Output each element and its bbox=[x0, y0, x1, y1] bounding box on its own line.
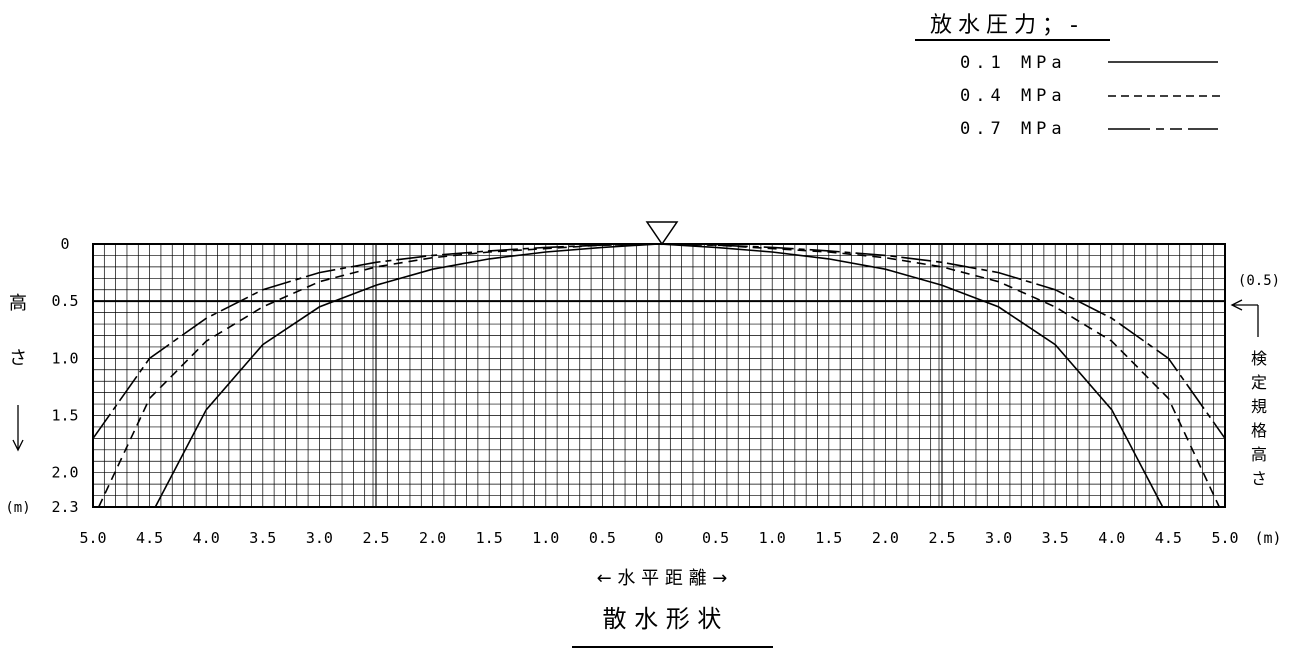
legend-item-0-1: 0.1 MPa bbox=[960, 53, 1218, 73]
series-line-solid bbox=[154, 243, 1164, 508]
x-tick-label: 3.0 bbox=[985, 529, 1012, 547]
x-tick-label: 1.0 bbox=[532, 529, 559, 547]
x-tick-label: 3.0 bbox=[306, 529, 333, 547]
series-line-dashdot bbox=[92, 243, 1226, 439]
legend: 放水圧力；- 0.1 MPa 0.4 MPa 0.7 MPa bbox=[915, 13, 1222, 139]
x-tick-label: 1.5 bbox=[815, 529, 842, 547]
y-axis-label-char-1: 高 bbox=[9, 293, 27, 314]
x-tick-label: 0.5 bbox=[589, 529, 616, 547]
x-tick-label: 2.0 bbox=[872, 529, 899, 547]
spray-curves bbox=[92, 243, 1226, 508]
legend-item-0-7: 0.7 MPa bbox=[960, 119, 1218, 139]
ref-label-char: 規 bbox=[1251, 397, 1267, 416]
x-tick-label: 2.5 bbox=[362, 529, 389, 547]
x-tick-label: 3.5 bbox=[249, 529, 276, 547]
legend-item-label: 0.7 MPa bbox=[960, 119, 1067, 139]
x-tick-label: 1.5 bbox=[476, 529, 503, 547]
ref-label-char: 格 bbox=[1251, 421, 1267, 440]
legend-item-0-4: 0.4 MPa bbox=[960, 86, 1222, 106]
x-tick-label: 2.5 bbox=[928, 529, 955, 547]
left-arrow-icon bbox=[1230, 299, 1259, 337]
x-tick-label: 4.0 bbox=[193, 529, 220, 547]
nozzle-triangle-icon bbox=[645, 221, 679, 246]
reference-height-value: (0.5) bbox=[1238, 273, 1280, 289]
x-axis-unit: (m) bbox=[1254, 529, 1281, 547]
ref-label-char: さ bbox=[1251, 469, 1267, 488]
y-axis-label-char-2: さ bbox=[9, 348, 27, 369]
y-tick-label: 2.3 bbox=[51, 498, 78, 516]
x-tick-label: 4.5 bbox=[1155, 529, 1182, 547]
y-axis-ticks: 0 0.5 1.0 1.5 2.0 2.3 bbox=[51, 235, 78, 516]
y-tick-label: 0.5 bbox=[51, 292, 78, 310]
legend-item-label: 0.4 MPa bbox=[960, 86, 1067, 106]
x-tick-label: 5.0 bbox=[1211, 529, 1238, 547]
x-tick-label: 2.0 bbox=[419, 529, 446, 547]
series-line-dashed bbox=[97, 243, 1221, 508]
x-axis-label: ← 水 平 距 離 → bbox=[597, 568, 728, 589]
down-arrow-icon bbox=[12, 405, 24, 452]
y-tick-label: 0 bbox=[60, 235, 69, 253]
y-tick-label: 2.0 bbox=[51, 464, 78, 482]
x-tick-label: 3.5 bbox=[1042, 529, 1069, 547]
y-tick-label: 1.5 bbox=[51, 407, 78, 425]
ref-label-char: 定 bbox=[1251, 373, 1267, 392]
x-tick-label: 1.0 bbox=[759, 529, 786, 547]
legend-item-label: 0.1 MPa bbox=[960, 53, 1067, 73]
x-axis-ticks: 5.0 4.5 4.0 3.5 3.0 2.5 2.0 1.5 1.0 0.5 0 0.5 1.0 1.5… bbox=[79, 529, 1238, 547]
y-axis-unit: (m) bbox=[5, 500, 30, 516]
chart-caption: 散 水 形 状 bbox=[603, 605, 722, 633]
x-tick-label: 4.5 bbox=[136, 529, 163, 547]
x-tick-label: 4.0 bbox=[1098, 529, 1125, 547]
x-tick-label: 0 bbox=[654, 529, 663, 547]
x-tick-label: 5.0 bbox=[79, 529, 106, 547]
legend-title: 放水圧力；- bbox=[930, 13, 1084, 38]
reference-height-label: 検 定 規 格 高 さ bbox=[1251, 349, 1267, 488]
ref-label-char: 高 bbox=[1251, 445, 1267, 464]
x-tick-label: 0.5 bbox=[702, 529, 729, 547]
y-tick-label: 1.0 bbox=[51, 349, 78, 367]
plot-grid bbox=[93, 244, 1225, 507]
ref-label-char: 検 bbox=[1251, 349, 1267, 368]
